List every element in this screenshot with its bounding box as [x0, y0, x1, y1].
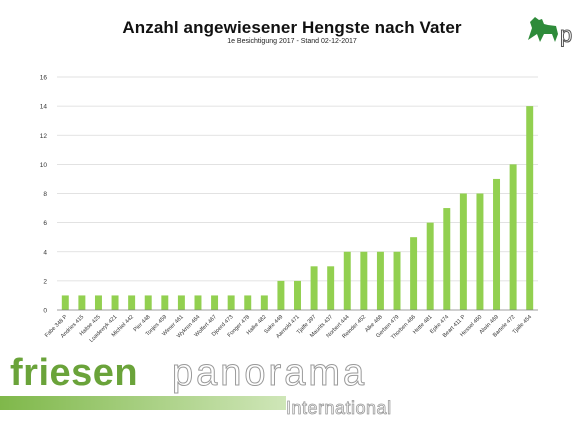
bar: [227, 295, 235, 310]
bar: [509, 164, 517, 310]
bar: [111, 295, 119, 310]
bar: [61, 295, 69, 310]
bar: [144, 295, 152, 310]
bar: [310, 266, 318, 310]
friesian-horse-logo-icon: p: [522, 10, 576, 50]
brand-name-light: panorama: [171, 352, 368, 395]
brand-name-strong: friesen: [10, 352, 139, 394]
chart-title: Anzahl angewiesener Hengste nach Vater: [122, 18, 462, 37]
bar: [410, 237, 418, 310]
y-tick-label: 6: [43, 220, 47, 227]
bar: [426, 222, 434, 310]
chart-subtitle: 1e Besichtigung 2017 - Stand 02-12-2017: [227, 38, 357, 45]
bar: [94, 295, 102, 310]
bar: [194, 295, 202, 310]
bar: [476, 193, 484, 310]
bar: [177, 295, 185, 310]
gridlines: [57, 76, 538, 282]
logo-letter: p: [560, 22, 572, 47]
brand-bar: [0, 396, 286, 410]
y-tick-label: 4: [43, 249, 47, 256]
bar: [244, 295, 252, 310]
horse-icon: [528, 17, 558, 42]
y-tick-label: 10: [40, 162, 48, 169]
bar: [393, 251, 401, 310]
bar: [443, 208, 451, 310]
bar: [128, 295, 136, 310]
bar: [376, 251, 384, 310]
bar: [294, 280, 301, 310]
bar: [260, 295, 268, 310]
bar: [277, 280, 285, 310]
y-tick-label: 14: [40, 104, 48, 111]
bar: [78, 295, 86, 310]
y-tick-label: 8: [43, 191, 47, 198]
bars: [61, 106, 534, 310]
brand-subtitle: International: [286, 398, 392, 419]
y-tick-label: 2: [43, 278, 47, 285]
bar: [459, 193, 467, 310]
bar: [211, 295, 219, 310]
bar: [526, 106, 534, 310]
y-tick-label: 12: [40, 133, 48, 140]
brand-footer: friesen panorama International: [0, 346, 584, 424]
y-tick-label: 0: [43, 308, 47, 315]
bar: [161, 295, 169, 310]
bar: [360, 251, 368, 310]
y-tick-label: 16: [40, 75, 48, 82]
bar: [327, 266, 335, 310]
bar: [493, 178, 501, 310]
y-axis-ticks: 0 2 4 6 8 10 12 14 16: [40, 75, 48, 315]
bar: [343, 251, 351, 310]
